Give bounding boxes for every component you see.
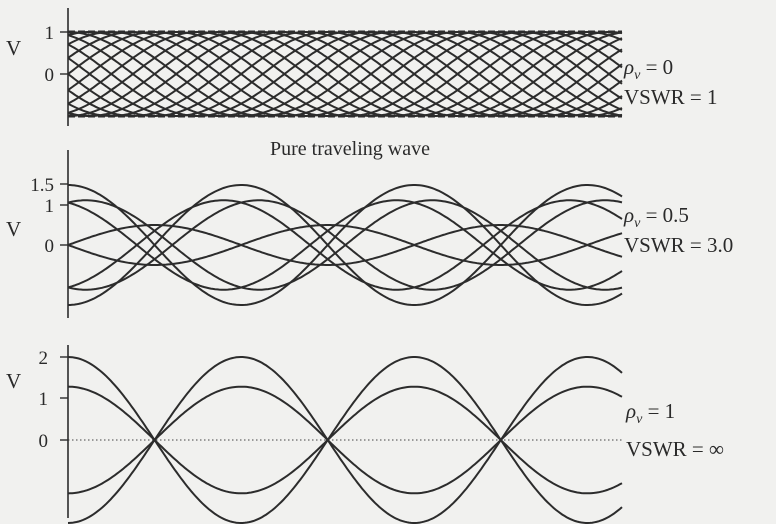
panel-2-rho-value: = 0.5 bbox=[646, 203, 689, 227]
panel-3-rho-label: ρv = 1 bbox=[625, 399, 675, 427]
panel-1-wave-snapshot-9 bbox=[68, 31, 623, 117]
panel-1-rho-label: ρv = 0 bbox=[623, 55, 673, 83]
panel-2-wave-snapshot-5 bbox=[68, 184, 623, 306]
panel-1-wave-snapshot-4 bbox=[67, 31, 623, 117]
panel-1-wave-snapshot-15 bbox=[67, 31, 623, 117]
panel-1-wave-snapshot-13 bbox=[67, 31, 623, 117]
panel-3: V 2 1 0 ρv = 1 VSWR = ∞ bbox=[6, 345, 724, 524]
panel-1-wave-snapshot-14 bbox=[67, 31, 623, 117]
panel-2-tick-label-1-5: 1.5 bbox=[30, 175, 54, 196]
panel-3-vswr-label: VSWR = ∞ bbox=[626, 437, 724, 461]
panel-1-wave-snapshot-12 bbox=[67, 31, 623, 117]
panel-3-tick-label-2: 2 bbox=[39, 348, 49, 369]
panel-1-rho-value: = 0 bbox=[646, 55, 674, 79]
panel-1-wave-snapshot-2 bbox=[67, 31, 623, 117]
panel-1-wave-snapshot-5 bbox=[67, 31, 623, 117]
panel-3-wave-snapshot-3 bbox=[67, 385, 623, 495]
panel-2-curves bbox=[67, 184, 623, 306]
panel-2-wave-snapshot-7 bbox=[67, 224, 623, 266]
panel-3-y-label: V bbox=[6, 369, 21, 393]
panel-1-caption: Pure traveling wave bbox=[270, 138, 430, 160]
panel-1-wave-snapshot-16 bbox=[67, 31, 623, 117]
panel-1-wave-snapshot-8 bbox=[67, 31, 623, 117]
panel-1-wave-snapshot-1 bbox=[68, 31, 623, 117]
panel-2-vswr-label: VSWR = 3.0 bbox=[624, 233, 733, 257]
panel-3-tick-label-0: 0 bbox=[39, 431, 49, 452]
panel-1-wave-snapshot-3 bbox=[67, 31, 623, 117]
panel-1-curves bbox=[67, 30, 623, 118]
panel-1-tick-label-0: 0 bbox=[45, 65, 55, 86]
panel-3-wave-snapshot-2 bbox=[67, 385, 623, 495]
panel-2-wave-snapshot-8 bbox=[67, 199, 623, 291]
panel-2: V 1.5 1 0 ρv = 0.5 VSWR = 3.0 bbox=[6, 150, 733, 318]
panel-1: V 1 0 ρv = 0 VSWR = 1 Pure traveling wav… bbox=[6, 8, 718, 160]
panel-1-wave-snapshot-10 bbox=[67, 31, 623, 117]
panel-3-wave-snapshot-4 bbox=[67, 356, 623, 524]
panel-3-tick-label-1: 1 bbox=[39, 389, 49, 410]
panel-1-vswr-label: VSWR = 1 bbox=[624, 85, 718, 109]
panel-1-wave-snapshot-7 bbox=[67, 31, 623, 117]
panel-2-rho-label: ρv = 0.5 bbox=[623, 203, 689, 231]
panel-1-wave-snapshot-11 bbox=[67, 31, 623, 117]
panel-2-tick-label-1: 1 bbox=[45, 196, 55, 217]
panel-3-rho-value: = 1 bbox=[648, 399, 676, 423]
panel-2-wave-snapshot-6 bbox=[67, 199, 623, 291]
panel-1-tick-label-1: 1 bbox=[45, 23, 55, 44]
panel-3-wave-snapshot-1 bbox=[67, 356, 623, 524]
panel-2-tick-label-0: 0 bbox=[45, 236, 55, 257]
panel-2-wave-snapshot-4 bbox=[67, 199, 623, 291]
panel-3-curves bbox=[67, 356, 623, 524]
panel-1-y-label: V bbox=[6, 36, 21, 60]
panel-1-wave-snapshot-6 bbox=[67, 31, 623, 117]
panel-2-y-label: V bbox=[6, 217, 21, 241]
